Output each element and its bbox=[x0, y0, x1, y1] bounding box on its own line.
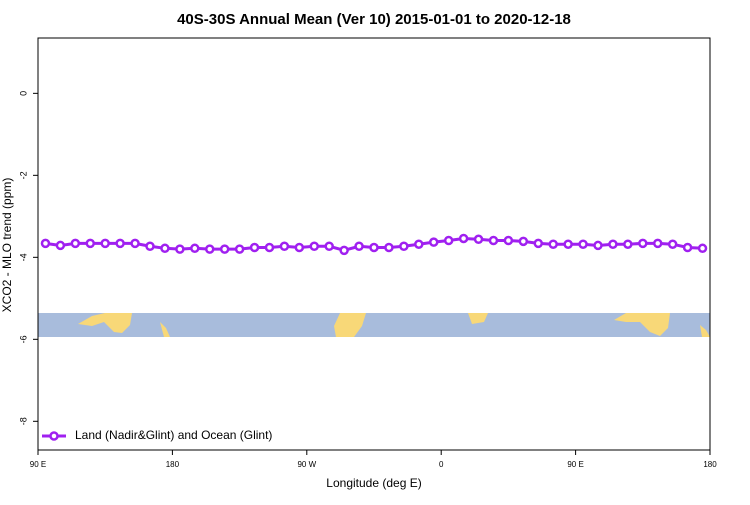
data-point bbox=[697, 243, 708, 254]
data-point bbox=[608, 239, 618, 249]
x-axis-label: Longitude (deg E) bbox=[326, 476, 421, 490]
data-point bbox=[428, 237, 439, 247]
legend-label: Land (Nadir&Glint) and Ocean (Glint) bbox=[75, 428, 272, 442]
data-point bbox=[578, 239, 588, 249]
data-point bbox=[145, 241, 155, 252]
x-tick-label: 90 E bbox=[30, 460, 46, 469]
data-point bbox=[70, 238, 81, 249]
data-point bbox=[85, 238, 96, 249]
y-tick-label: -2 bbox=[18, 171, 28, 179]
x-tick-label: 180 bbox=[703, 460, 717, 469]
data-point bbox=[160, 243, 170, 254]
x-tick-label: 90 E bbox=[567, 460, 583, 469]
y-tick-label: -8 bbox=[18, 417, 28, 425]
data-point bbox=[563, 239, 573, 249]
plot-frame bbox=[37, 37, 711, 451]
data-point bbox=[175, 244, 185, 254]
data-point bbox=[488, 235, 499, 246]
data-point bbox=[309, 241, 320, 252]
data-point bbox=[324, 241, 334, 252]
map-strip bbox=[38, 313, 710, 337]
data-point bbox=[473, 234, 484, 245]
data-point bbox=[115, 238, 125, 249]
legend-marker bbox=[49, 431, 59, 441]
data-point bbox=[414, 239, 424, 249]
data-point bbox=[369, 242, 379, 253]
data-point bbox=[443, 235, 454, 246]
data-point bbox=[204, 244, 215, 254]
data-point bbox=[249, 242, 260, 253]
data-point bbox=[667, 239, 678, 249]
data-point bbox=[623, 239, 633, 249]
data-point bbox=[234, 244, 245, 254]
data-point bbox=[593, 240, 603, 251]
y-tick-label: -4 bbox=[18, 253, 28, 261]
chart-title: 40S-30S Annual Mean (Ver 10) 2015-01-01 … bbox=[177, 11, 571, 28]
data-point bbox=[652, 238, 663, 249]
data-point bbox=[219, 244, 230, 254]
data-point bbox=[548, 239, 558, 249]
data-point bbox=[503, 235, 514, 246]
data-point bbox=[100, 238, 110, 249]
data-point bbox=[384, 242, 394, 253]
data-point bbox=[682, 242, 693, 253]
data-point bbox=[518, 236, 529, 247]
data-point bbox=[279, 241, 290, 252]
data-point bbox=[40, 238, 51, 249]
data-point bbox=[399, 241, 409, 252]
data-point bbox=[458, 233, 469, 244]
y-tick-label: -6 bbox=[18, 335, 28, 343]
data-point bbox=[55, 240, 66, 251]
x-tick-label: 180 bbox=[166, 460, 180, 469]
y-axis-label: XCO2 - MLO trend (ppm) bbox=[0, 178, 14, 313]
y-tick-label: 0 bbox=[18, 91, 28, 96]
data-point bbox=[354, 241, 364, 252]
data-point bbox=[294, 242, 305, 253]
x-tick-label: 90 W bbox=[297, 460, 316, 469]
data-point bbox=[264, 242, 275, 253]
data-point bbox=[190, 243, 200, 254]
data-point bbox=[638, 238, 648, 249]
data-point bbox=[130, 238, 140, 249]
x-tick-label: 0 bbox=[439, 460, 444, 469]
data-point bbox=[533, 238, 544, 249]
data-point bbox=[339, 245, 349, 256]
